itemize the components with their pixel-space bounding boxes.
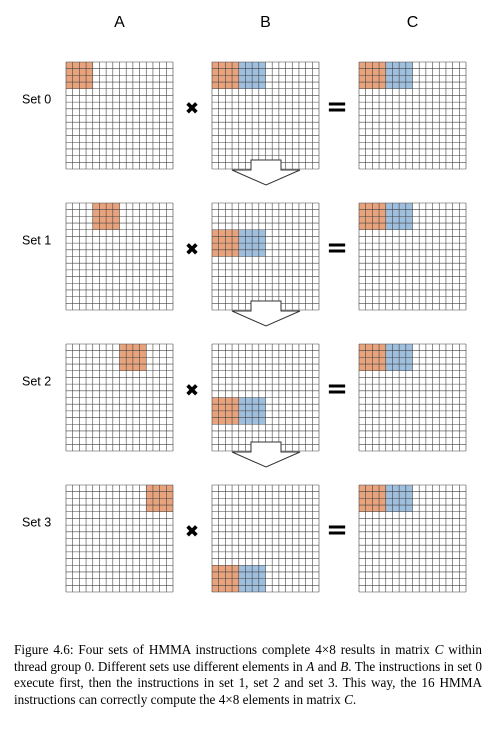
caption-text-2: within thread group 0. Different sets us… bbox=[14, 642, 483, 674]
down-arrow-2 bbox=[231, 441, 301, 468]
multiply-sign: ✖ bbox=[185, 240, 199, 260]
caption-var-c2: C bbox=[344, 691, 353, 707]
equals-sign: = bbox=[326, 374, 348, 404]
matrix-b bbox=[211, 484, 320, 593]
caption-text-5: . bbox=[352, 691, 357, 707]
matrix-b bbox=[211, 343, 320, 452]
matrix-c bbox=[358, 484, 467, 593]
caption-var-b: B bbox=[340, 658, 349, 674]
figure-caption: Figure 4.6: Four sets of HMMA instructio… bbox=[14, 642, 482, 708]
matrix-a bbox=[65, 202, 174, 311]
equals-sign: = bbox=[326, 515, 348, 545]
equals-sign: = bbox=[326, 233, 348, 263]
multiply-sign: ✖ bbox=[185, 522, 199, 542]
set-label: Set 1 bbox=[22, 234, 51, 248]
matrix-a bbox=[65, 61, 174, 170]
multiply-sign: ✖ bbox=[185, 381, 199, 401]
down-arrow-0 bbox=[231, 159, 301, 186]
equals-sign: = bbox=[326, 92, 348, 122]
caption-text-1: Figure 4.6: Four sets of HMMA instructio… bbox=[14, 642, 435, 657]
hmma-diagram: A B C Set 0 ✖ = Set 1 ✖ = Set 2 ✖ = Set 3 ✖ = bbox=[22, 14, 467, 593]
matrix-c bbox=[358, 61, 467, 170]
multiply-sign: ✖ bbox=[185, 99, 199, 119]
caption-text-4: . The instructions in set 0 execute firs… bbox=[14, 658, 482, 707]
column-header-c: C bbox=[407, 14, 419, 31]
set-2: Set 2 ✖ = bbox=[22, 343, 467, 452]
set-label: Set 2 bbox=[22, 375, 51, 389]
matrix-a bbox=[65, 484, 174, 593]
matrix-a bbox=[65, 343, 174, 452]
caption-text-3: and bbox=[314, 658, 341, 674]
set-label: Set 3 bbox=[22, 516, 51, 530]
matrix-c bbox=[358, 202, 467, 311]
column-header-b: B bbox=[260, 14, 271, 31]
set-1: Set 1 ✖ = bbox=[22, 202, 467, 311]
caption-var-a: A bbox=[306, 658, 315, 674]
set-0: Set 0 ✖ = bbox=[22, 61, 467, 170]
column-header-a: A bbox=[114, 14, 125, 31]
matrix-b bbox=[211, 61, 320, 170]
caption-var-c: C bbox=[434, 642, 444, 657]
matrix-b bbox=[211, 202, 320, 311]
set-3: Set 3 ✖ = bbox=[22, 484, 467, 593]
matrix-c bbox=[358, 343, 467, 452]
set-label: Set 0 bbox=[22, 93, 51, 107]
down-arrow-1 bbox=[231, 300, 301, 327]
